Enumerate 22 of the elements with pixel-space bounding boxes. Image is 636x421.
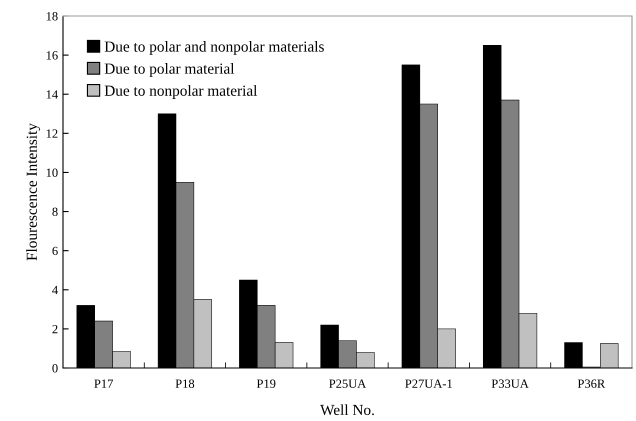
- x-axis-title: Well No.: [320, 404, 374, 416]
- x-tick-label: P18: [176, 379, 194, 388]
- y-tick-label: 14: [46, 90, 58, 99]
- y-tick-label: 4: [52, 286, 58, 294]
- x-tick-label: P33UA: [492, 380, 529, 388]
- y-axis-title: Flourescence Intensity: [26, 123, 40, 261]
- x-tick-label: P36R: [578, 380, 606, 388]
- x-tick-label: P27UA-1: [405, 380, 452, 388]
- y-tick-label: 12: [46, 129, 58, 138]
- x-tick-label: P25UA: [329, 380, 366, 388]
- y-tick-label: 0: [52, 364, 58, 372]
- y-tick-label: 2: [52, 324, 58, 334]
- y-tick-label: 18: [46, 12, 58, 20]
- legend-label: Due to nonpolar material: [104, 85, 258, 99]
- y-tick-label: 16: [46, 51, 58, 60]
- y-tick-label: 10: [46, 168, 58, 177]
- legend-label: Due to polar material: [104, 63, 234, 77]
- x-tick-label: P17: [94, 380, 114, 388]
- y-tick-label: 6: [52, 246, 58, 256]
- y-tick-label: 8: [52, 208, 58, 216]
- legend-label: Due to polar and nonpolar materials: [104, 40, 324, 55]
- x-tick-label: P19: [256, 380, 276, 388]
